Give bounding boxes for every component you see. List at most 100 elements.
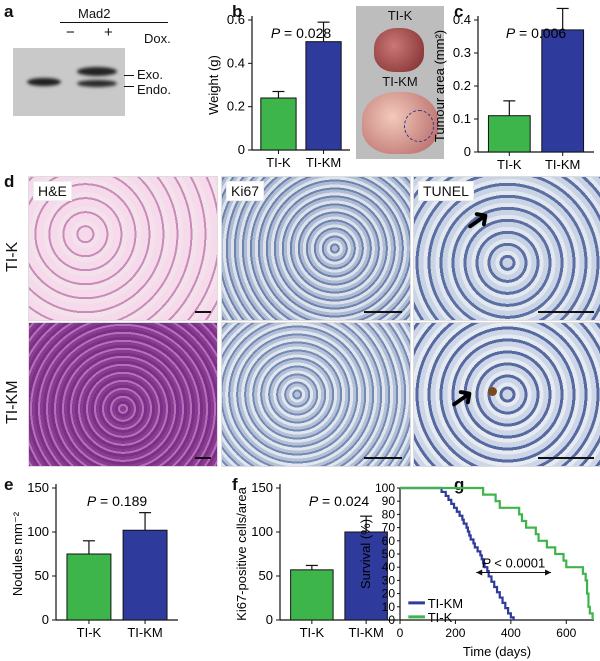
y-axis-label: Ki67-positive cells/area bbox=[234, 486, 249, 620]
bar-ti-k bbox=[66, 553, 112, 621]
p-value: P = 0.189 bbox=[87, 493, 148, 509]
y-tick-label: 0.3 bbox=[453, 45, 471, 60]
lung-label-tik: TI-K bbox=[387, 8, 413, 23]
band-exo-plus bbox=[77, 67, 117, 76]
y-tick-label: 50 bbox=[382, 547, 396, 561]
scale-bar bbox=[195, 311, 211, 313]
y-tick-label: 0.4 bbox=[453, 12, 471, 27]
y-tick-label: 0.6 bbox=[227, 12, 245, 27]
y-tick-label: 10 bbox=[382, 600, 396, 614]
y-axis-label: Nodules mm⁻² bbox=[10, 511, 25, 596]
bar-ti-k bbox=[487, 115, 531, 153]
x-tick-label: TI-K bbox=[300, 625, 325, 640]
lung-small bbox=[374, 28, 424, 72]
y-tick-label: 50 bbox=[35, 568, 49, 583]
band-exo-label: Exo. bbox=[137, 67, 164, 82]
p-value: P = 0.006 bbox=[506, 25, 567, 41]
micrograph-tunel-tikm: ➜ bbox=[413, 322, 600, 467]
band-endo-minus bbox=[27, 78, 61, 86]
y-tick-label: 90 bbox=[382, 494, 396, 508]
y-tick-label: 0 bbox=[388, 613, 395, 627]
panel-letter-a: a bbox=[4, 2, 14, 21]
y-tick-label: 30 bbox=[382, 573, 396, 587]
x-tick-label: TI-K bbox=[77, 625, 102, 640]
y-axis-label: Weight (g) bbox=[206, 55, 221, 115]
p-arrow-head-left bbox=[476, 569, 483, 576]
legend-label-ti-km: TI-KM bbox=[428, 596, 463, 611]
y-axis-label: Tumour area (mm²) bbox=[432, 30, 447, 142]
y-tick-label: 40 bbox=[382, 560, 396, 574]
micrograph-ki67-tikm bbox=[221, 322, 411, 467]
y-tick-label: 0 bbox=[464, 144, 471, 159]
x-tick-label: TI-K bbox=[266, 155, 291, 170]
chart-tumour-area: 0 0.1 0.2 0.3 0.4 TI-K TI-KM P = 0.006 Tumour ar… bbox=[432, 7, 594, 172]
y-tick-label: 0.2 bbox=[453, 78, 471, 93]
legend-label-ti-k: TI-K bbox=[428, 610, 453, 625]
band-endo-plus bbox=[77, 80, 117, 87]
survival-curve-ti-k bbox=[400, 486, 594, 620]
scale-bar bbox=[195, 457, 211, 459]
x-tick-label: TI-KM bbox=[545, 157, 580, 172]
x-tick-label: TI-KM bbox=[348, 625, 383, 640]
y-tick-label: 20 bbox=[382, 587, 396, 601]
blot-membrane bbox=[13, 48, 125, 116]
y-tick-label: 0.2 bbox=[227, 99, 245, 114]
y-tick-label: 100 bbox=[251, 524, 273, 539]
x-axis-label: Time (days) bbox=[463, 644, 531, 659]
y-tick-label: 80 bbox=[382, 507, 396, 521]
panel-letter-e: e bbox=[4, 475, 14, 494]
panel-letter-f: f bbox=[232, 475, 238, 494]
lung-label-tikm: TI-KM bbox=[382, 74, 418, 89]
y-tick-label: 150 bbox=[251, 480, 273, 495]
p-arrow-head-right bbox=[545, 569, 552, 576]
endo-tick bbox=[124, 86, 134, 87]
micrograph-ki67-tik: Ki67 bbox=[221, 176, 411, 321]
bar-ti-km bbox=[344, 531, 388, 621]
panel-letter-d: d bbox=[4, 172, 15, 191]
blot-plus: + bbox=[104, 24, 113, 41]
exo-tick bbox=[124, 75, 134, 76]
x-tick-label: TI-KM bbox=[306, 155, 341, 170]
y-tick-label: 150 bbox=[27, 480, 49, 495]
tumour-outline bbox=[404, 110, 434, 142]
y-tick-label: 60 bbox=[382, 534, 396, 548]
blot-title-line bbox=[60, 22, 168, 23]
bar-ti-k bbox=[260, 97, 297, 151]
band-endo-label: Endo. bbox=[137, 82, 171, 97]
p-value: P = 0.028 bbox=[271, 25, 332, 41]
panel-letter-g: g bbox=[454, 475, 465, 494]
y-tick-label: 50 bbox=[259, 568, 273, 583]
bar-ti-k bbox=[290, 569, 334, 621]
x-tick-label: 0 bbox=[397, 626, 404, 640]
x-tick-label: 200 bbox=[445, 626, 465, 640]
x-tick-label: TI-KM bbox=[127, 625, 162, 640]
y-tick-label: 0 bbox=[266, 612, 273, 627]
micrograph-label-tunel: TUNEL bbox=[418, 181, 474, 201]
scale-bar bbox=[364, 311, 402, 313]
p-value: P < 0.0001 bbox=[482, 555, 545, 570]
x-tick-label: 400 bbox=[501, 626, 521, 640]
y-axis-label: Survival (%) bbox=[358, 519, 373, 589]
panel-letter-c: c bbox=[454, 2, 464, 21]
y-tick-label: 100 bbox=[375, 481, 395, 495]
micrograph-label-he: H&E bbox=[33, 181, 72, 201]
blot-minus: − bbox=[66, 24, 75, 41]
blot-title: Mad2 bbox=[78, 6, 111, 21]
blot-dox-label: Dox. bbox=[144, 31, 171, 46]
chart-weight: 0 0.2 0.4 0.6 TI-K TI-KM P = 0.028 Weight (g) bbox=[206, 12, 350, 170]
x-tick-label: 600 bbox=[556, 626, 576, 640]
x-tick-label: TI-K bbox=[497, 157, 522, 172]
micrograph-he-tik: H&E bbox=[28, 176, 218, 321]
lung-photo: TI-K TI-KM bbox=[356, 6, 444, 159]
micrograph-tunel-tik: TUNEL ➜ bbox=[413, 176, 600, 321]
chart-nodules: 0 50 100 150 TI-K TI-KM P = 0.189 Nodules mm⁻² bbox=[10, 480, 178, 640]
y-tick-label: 0 bbox=[238, 142, 245, 157]
y-tick-label: 100 bbox=[27, 524, 49, 539]
y-tick-label: 0 bbox=[42, 612, 49, 627]
y-tick-label: 70 bbox=[382, 521, 396, 535]
p-value: P = 0.024 bbox=[309, 493, 370, 509]
bar-ti-km bbox=[305, 41, 342, 151]
bar-ti-km bbox=[122, 529, 168, 621]
